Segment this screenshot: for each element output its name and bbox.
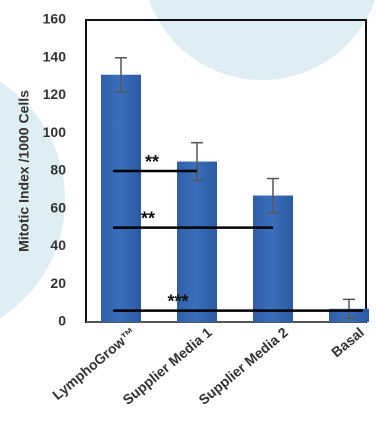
y-axis-label: Mitotic Index /1000 Cells [16, 90, 32, 252]
y-axis-ticks: 0 20 40 60 80 100 120 140 160 [43, 11, 67, 329]
bg-circle-left [0, 81, 65, 319]
bar [177, 161, 217, 322]
significance-label: *** [167, 292, 188, 312]
error-bar [267, 177, 279, 214]
significance-markers: ******* [113, 152, 363, 312]
y-tick-label: 140 [43, 48, 67, 64]
y-tick-label: 20 [50, 275, 66, 291]
bar [101, 74, 141, 322]
y-tick-label: 0 [58, 313, 66, 329]
y-tick-label: 120 [43, 86, 67, 102]
x-category-label: Basal [328, 324, 367, 360]
significance-label: ** [141, 209, 155, 229]
error-bar [115, 57, 127, 93]
y-tick-label: 60 [50, 199, 66, 215]
bars [101, 74, 369, 322]
error-bar [343, 298, 355, 319]
bg-circle-top [148, 0, 376, 80]
bar [253, 195, 293, 322]
y-tick-label: 160 [43, 11, 67, 27]
error-bars [115, 57, 355, 319]
significance-label: ** [145, 152, 159, 172]
y-tick-label: 40 [50, 237, 66, 253]
y-tick-label: 100 [43, 124, 67, 140]
y-tick-label: 80 [50, 162, 66, 178]
error-bar [191, 141, 203, 182]
